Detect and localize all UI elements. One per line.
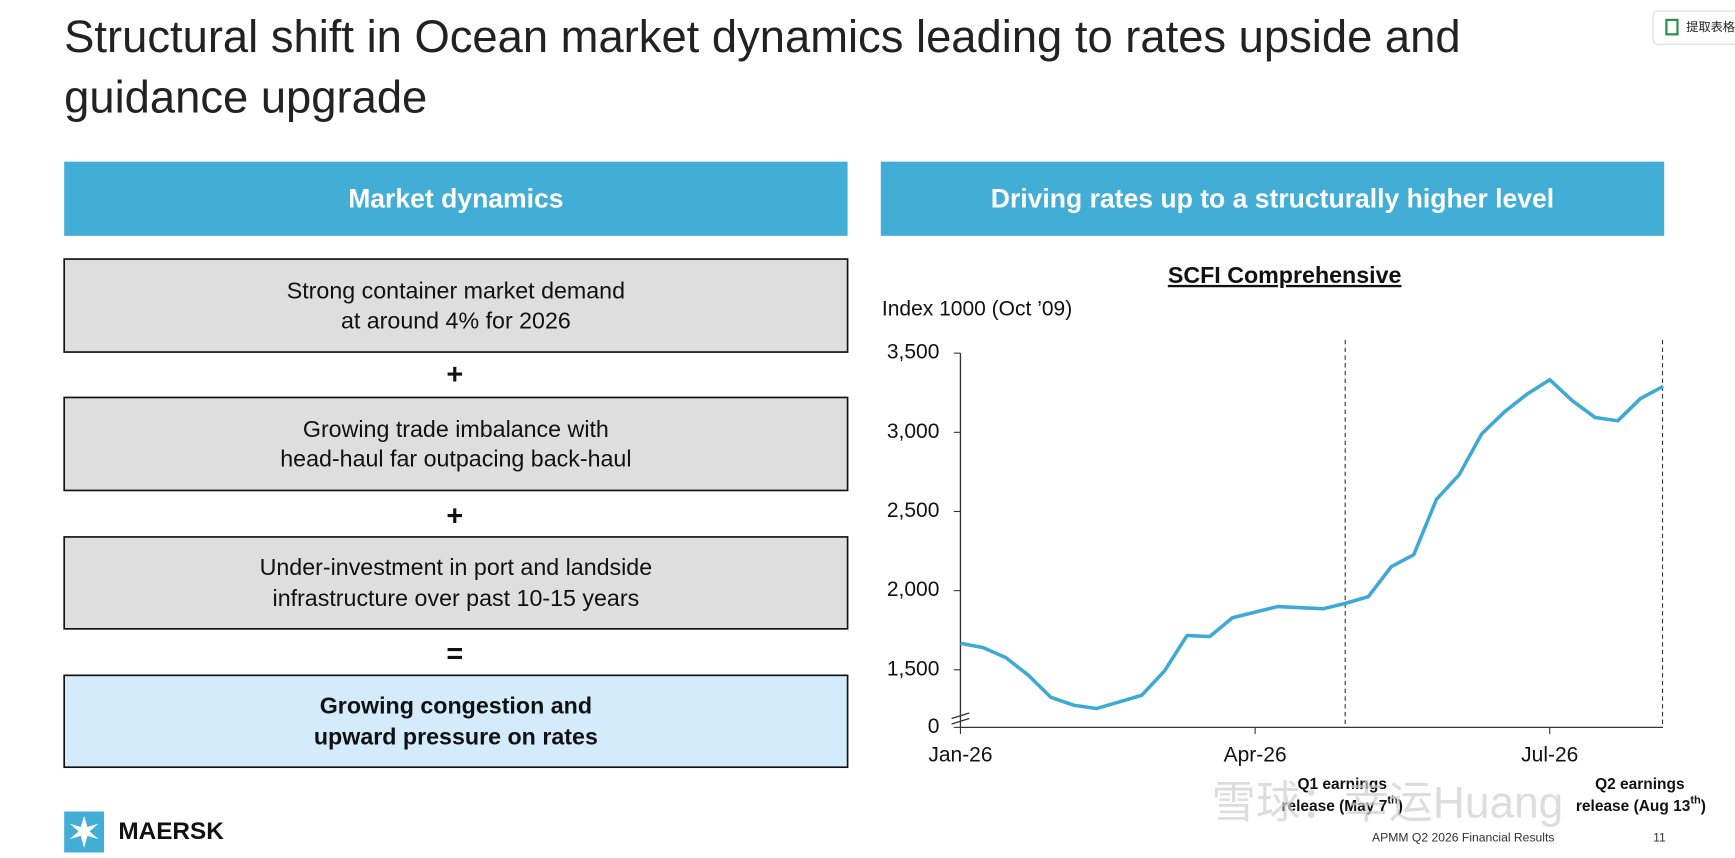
annotation-text: ) (1701, 798, 1706, 815)
annotation-sup: th (1387, 794, 1398, 806)
box-text: Growing trade imbalance with (303, 416, 609, 442)
y-tick-label: 2,500 (887, 499, 940, 522)
chart: 0 1,500 2,000 2,500 3,000 3,500 Jan-26 Apr-26 Ju… (887, 339, 1664, 767)
chart-title: SCFI Comprehensive (1168, 262, 1402, 288)
operator: + (446, 359, 463, 391)
annotation-text: release (May 7 (1281, 798, 1387, 815)
annotation: release (Aug 13th) (1576, 794, 1706, 815)
x-tick-label: Apr-26 (1224, 744, 1287, 767)
logo-text: MAERSK (118, 818, 224, 845)
annotation-sup: th (1690, 794, 1701, 806)
box-text: at around 4% for 2026 (341, 307, 571, 333)
y-axis-label: Index 1000 (Oct ’09) (882, 298, 1072, 321)
watermark: 雪球：幸运Huang (1212, 779, 1564, 828)
box (63, 674, 849, 769)
y-tick-label: 1,500 (887, 657, 940, 680)
panel-header (880, 161, 1665, 236)
title-line: guidance upgrade (64, 72, 427, 123)
annotation-text: ) (1398, 798, 1403, 815)
box-text: head-haul far outpacing back-haul (280, 446, 631, 472)
y-tick-label: 0 (928, 715, 940, 738)
operator: = (446, 638, 463, 670)
axis-break (951, 712, 970, 720)
box-text: Under-investment in port and landside (260, 554, 653, 580)
y-tick-label: 3,000 (887, 420, 940, 443)
button-label[interactable]: 提取表格 (1686, 19, 1735, 34)
x-tick-label: Jan-26 (928, 744, 992, 767)
annotation: Q2 earnings (1595, 776, 1684, 793)
logo-star (69, 815, 99, 849)
box-text: Strong container market demand (287, 277, 625, 303)
box-text: Growing congestion and (320, 693, 592, 719)
title-line: Structural shift in Ocean market dynamic… (64, 11, 1460, 62)
box (63, 258, 849, 353)
operator: + (446, 501, 463, 533)
page-number: 11 (1653, 830, 1666, 844)
box-text: infrastructure over past 10-15 years (273, 585, 640, 611)
panel-heading: Market dynamics (348, 183, 563, 213)
panel-header (64, 161, 848, 236)
y-tick-label: 2,000 (887, 578, 940, 601)
series-line (960, 377, 1664, 711)
annotation: Q1 earnings (1297, 776, 1386, 793)
annotation: release (May 7th) (1281, 794, 1402, 815)
x-tick-label: Jul-26 (1521, 744, 1578, 767)
annotation-text: release (Aug 13 (1576, 798, 1691, 815)
footer-source: APMM Q2 2026 Financial Results (1372, 830, 1554, 844)
panel-heading: Driving rates up to a structurally highe… (991, 183, 1554, 213)
y-tick-label: 3,500 (887, 341, 940, 364)
box (63, 396, 849, 492)
axis-break (951, 717, 970, 725)
box-text: upward pressure on rates (314, 724, 598, 750)
button-icon (1665, 18, 1679, 36)
box (63, 536, 849, 630)
